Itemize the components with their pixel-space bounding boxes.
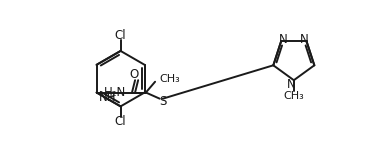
- Text: Cl: Cl: [115, 29, 126, 42]
- Text: Cl: Cl: [115, 115, 126, 128]
- Text: N: N: [279, 33, 288, 46]
- Text: CH₃: CH₃: [283, 91, 304, 101]
- Text: N: N: [300, 33, 308, 46]
- Text: S: S: [159, 95, 167, 108]
- Text: H₂N: H₂N: [104, 86, 126, 99]
- Text: N: N: [287, 78, 296, 91]
- Text: NH: NH: [99, 91, 117, 104]
- Text: O: O: [129, 68, 138, 81]
- Text: CH₃: CH₃: [159, 74, 180, 84]
